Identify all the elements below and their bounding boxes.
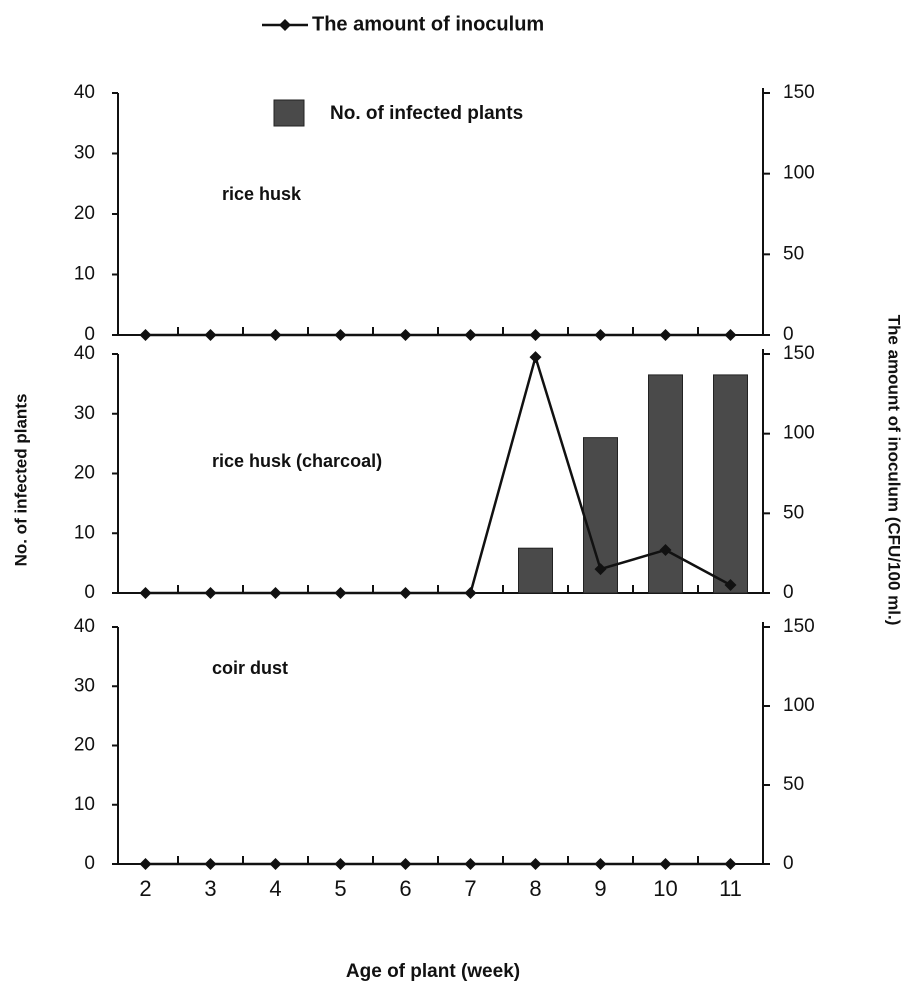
bar	[649, 375, 683, 593]
y2-tick-label: 0	[783, 582, 794, 603]
inoculum-marker	[335, 587, 347, 599]
inoculum-marker	[595, 329, 607, 341]
inoculum-marker	[335, 858, 347, 870]
x-tick-label: 11	[719, 876, 742, 901]
x-tick-label: 3	[204, 876, 216, 901]
inoculum-marker	[140, 329, 152, 341]
y2-tick-label: 50	[783, 243, 804, 264]
bar	[714, 375, 748, 593]
y2-tick-label: 50	[783, 502, 804, 523]
x-tick-label: 5	[334, 876, 346, 901]
y2-tick-label: 150	[783, 616, 815, 637]
inoculum-marker	[465, 858, 477, 870]
legend-label: The amount of inoculum	[312, 13, 544, 35]
y2-tick-label: 0	[783, 324, 794, 345]
x-axis-label: Age of plant (week)	[346, 961, 520, 982]
inoculum-marker	[270, 587, 282, 599]
legend-marker	[279, 19, 291, 31]
y-tick-label: 0	[84, 853, 95, 874]
inoculum-marker	[595, 858, 607, 870]
x-tick-label: 9	[594, 876, 606, 901]
inoculum-marker	[660, 329, 672, 341]
chart: Age of plant (week) No. of infected plan…	[0, 0, 908, 984]
legend-swatch	[274, 100, 304, 126]
y-tick-label: 40	[74, 616, 95, 637]
inoculum-marker	[140, 587, 152, 599]
y2-tick-label: 50	[783, 774, 804, 795]
bar	[519, 548, 553, 593]
y-tick-label: 40	[74, 82, 95, 103]
y-tick-label: 40	[74, 343, 95, 364]
y2-tick-label: 150	[783, 343, 815, 364]
x-tick-label: 6	[399, 876, 411, 901]
y-tick-label: 30	[74, 675, 95, 696]
x-tick-label: 8	[529, 876, 541, 901]
inoculum-marker	[530, 858, 542, 870]
y2-axis-label: The amount of inoculum (CFU/100 ml.)	[885, 315, 904, 626]
inoculum-marker	[400, 329, 412, 341]
inoculum-marker	[270, 329, 282, 341]
x-tick-label: 7	[464, 876, 476, 901]
y-tick-label: 0	[84, 582, 95, 603]
inoculum-marker	[270, 858, 282, 870]
y2-tick-label: 100	[783, 695, 815, 716]
inoculum-marker	[530, 329, 542, 341]
y2-tick-label: 100	[783, 423, 815, 444]
y2-tick-label: 0	[783, 853, 794, 874]
inoculum-marker	[205, 329, 217, 341]
x-tick-label: 10	[653, 876, 677, 901]
inoculum-marker	[205, 587, 217, 599]
y-tick-label: 20	[74, 203, 95, 224]
inoculum-marker	[465, 329, 477, 341]
y-tick-label: 10	[74, 794, 95, 815]
y-tick-label: 10	[74, 522, 95, 543]
x-tick-label: 4	[269, 876, 281, 901]
y-axis-label: No. of infected plants	[11, 394, 30, 567]
inoculum-marker	[400, 587, 412, 599]
inoculum-marker	[400, 858, 412, 870]
panel-label: rice husk (charcoal)	[212, 451, 382, 471]
y-tick-label: 10	[74, 264, 95, 285]
x-tick-label: 2	[139, 876, 151, 901]
inoculum-marker	[725, 858, 737, 870]
panel-label: rice husk	[222, 184, 302, 204]
inoculum-marker	[205, 858, 217, 870]
y-tick-label: 30	[74, 143, 95, 164]
y-tick-label: 0	[84, 324, 95, 345]
legend-label: No. of infected plants	[330, 103, 523, 124]
y-tick-label: 20	[74, 463, 95, 484]
y2-tick-label: 100	[783, 163, 815, 184]
y-tick-label: 30	[74, 403, 95, 424]
inoculum-marker	[660, 858, 672, 870]
y-tick-label: 20	[74, 735, 95, 756]
inoculum-marker	[140, 858, 152, 870]
y2-tick-label: 150	[783, 82, 815, 103]
inoculum-marker	[725, 329, 737, 341]
inoculum-marker	[465, 587, 477, 599]
panel-label: coir dust	[212, 658, 288, 678]
inoculum-marker	[530, 351, 542, 363]
inoculum-marker	[335, 329, 347, 341]
inoculum-line	[146, 357, 731, 593]
